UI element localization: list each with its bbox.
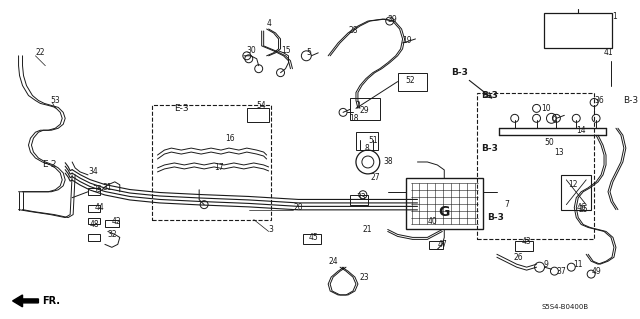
Text: 46: 46 [576, 203, 586, 212]
Text: 19: 19 [403, 36, 412, 45]
Text: S5S4-B0400B: S5S4-B0400B [541, 304, 589, 310]
Bar [350, 99, 380, 120]
Text: 36: 36 [594, 96, 604, 105]
Text: 27: 27 [371, 173, 380, 182]
Text: G: G [438, 204, 450, 219]
Text: 38: 38 [384, 158, 394, 167]
Text: 22: 22 [35, 48, 45, 57]
Text: 51: 51 [368, 136, 378, 145]
Text: 6: 6 [552, 114, 556, 123]
Bar [303, 234, 321, 244]
Text: 20: 20 [293, 203, 303, 212]
Text: 14: 14 [576, 126, 586, 135]
Text: 50: 50 [545, 137, 554, 147]
Text: B-3: B-3 [487, 213, 504, 222]
Text: 40: 40 [428, 217, 437, 226]
Text: B-3: B-3 [451, 68, 468, 77]
Text: E-3: E-3 [174, 104, 189, 113]
Bar [397, 73, 428, 91]
Text: 48: 48 [90, 220, 100, 229]
Bar [247, 108, 269, 122]
Bar [429, 241, 444, 249]
Text: B-3: B-3 [481, 144, 498, 152]
Text: 30: 30 [247, 46, 257, 55]
Text: 9: 9 [543, 260, 548, 269]
Bar [105, 219, 119, 227]
Text: 24: 24 [328, 257, 338, 266]
Bar [88, 218, 100, 225]
Text: 32: 32 [108, 230, 118, 239]
Bar [152, 105, 271, 219]
Bar [88, 234, 100, 241]
Text: 37: 37 [556, 267, 566, 276]
Bar [88, 205, 100, 211]
Text: 17: 17 [214, 163, 223, 173]
Text: 25: 25 [578, 205, 588, 214]
Bar [350, 195, 368, 205]
Text: 12: 12 [568, 180, 578, 189]
Text: 5: 5 [307, 48, 311, 57]
Text: 44: 44 [95, 203, 105, 212]
Bar [545, 13, 612, 48]
Text: 8: 8 [365, 144, 370, 152]
Text: 43: 43 [522, 237, 531, 246]
Text: 52: 52 [406, 76, 415, 85]
Bar [477, 93, 594, 239]
Text: 49: 49 [591, 267, 601, 276]
Text: 23: 23 [360, 273, 369, 282]
Bar [356, 132, 378, 150]
Text: 7: 7 [505, 200, 509, 209]
Text: 2: 2 [356, 101, 361, 110]
Text: 4: 4 [267, 19, 271, 27]
Text: 18: 18 [349, 114, 358, 123]
Text: 13: 13 [554, 148, 564, 157]
Bar [561, 175, 591, 210]
Text: 41: 41 [604, 48, 614, 57]
Text: 28: 28 [348, 26, 358, 35]
Text: 42: 42 [112, 217, 122, 226]
Text: 33: 33 [356, 193, 365, 202]
Text: 15: 15 [282, 46, 291, 55]
Text: 39: 39 [388, 15, 397, 24]
Text: 1: 1 [612, 11, 617, 21]
Bar [88, 188, 100, 195]
Bar [515, 241, 532, 251]
Bar [406, 178, 483, 229]
Polygon shape [13, 295, 38, 307]
Text: 29: 29 [360, 106, 369, 115]
Text: 16: 16 [225, 134, 235, 143]
Text: 26: 26 [514, 253, 524, 262]
Text: 11: 11 [573, 260, 583, 269]
Text: 3: 3 [269, 225, 273, 234]
Text: 47: 47 [437, 240, 447, 249]
Text: FR.: FR. [42, 296, 60, 306]
Text: 54: 54 [257, 101, 266, 110]
Text: 45: 45 [308, 233, 318, 242]
Text: 34: 34 [88, 167, 98, 176]
Text: 10: 10 [541, 104, 551, 113]
Text: E-2: E-2 [42, 160, 57, 169]
Text: 21: 21 [363, 225, 372, 234]
Text: 31: 31 [102, 183, 111, 192]
Text: B-3: B-3 [481, 91, 498, 100]
Text: B-3: B-3 [623, 96, 638, 105]
Text: 53: 53 [51, 96, 60, 105]
Text: 35: 35 [92, 185, 102, 194]
